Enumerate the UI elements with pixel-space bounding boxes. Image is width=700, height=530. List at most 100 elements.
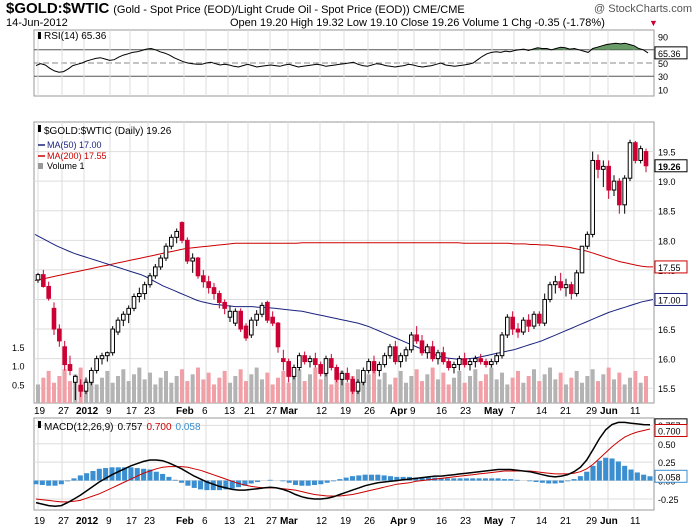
macd-histogram-bar bbox=[77, 475, 83, 481]
candle bbox=[579, 245, 585, 274]
candle bbox=[350, 376, 355, 395]
candle bbox=[329, 353, 334, 371]
last-close-tag-text: 19.26 bbox=[658, 162, 681, 172]
candle bbox=[478, 353, 483, 365]
price-x-tick: 29 bbox=[586, 406, 598, 417]
candle-body bbox=[350, 378, 355, 392]
volume-bar bbox=[457, 370, 462, 403]
macd-histogram-bar bbox=[255, 480, 261, 483]
volume-bar bbox=[318, 379, 323, 403]
price-x-tick: 9 bbox=[410, 406, 416, 417]
macd-x-tick: 21 bbox=[560, 516, 572, 527]
volume-bar bbox=[148, 372, 152, 403]
candle-body bbox=[110, 328, 115, 354]
macd-histogram-bar bbox=[210, 480, 216, 491]
volume-bar bbox=[382, 372, 387, 403]
candle bbox=[153, 263, 158, 279]
macd-x-tick: 21 bbox=[244, 516, 256, 527]
price-x-tick: Feb bbox=[176, 406, 194, 417]
candle-body bbox=[499, 334, 505, 357]
volume-bar bbox=[548, 367, 552, 403]
candle bbox=[382, 352, 387, 368]
candle-body bbox=[51, 307, 57, 330]
volume-bar bbox=[281, 370, 286, 403]
macd-x-tick: 6 bbox=[202, 516, 208, 527]
macd-histogram-bar bbox=[476, 478, 482, 481]
price-x-tick: Mar bbox=[280, 406, 298, 417]
price-x-tick: 7 bbox=[510, 406, 516, 417]
candle-body bbox=[137, 293, 142, 298]
candle-body bbox=[275, 322, 281, 348]
candle-body bbox=[617, 180, 622, 206]
candle bbox=[249, 317, 254, 338]
macd-histogram-bar bbox=[349, 476, 356, 481]
macd-histogram-bar bbox=[577, 476, 583, 481]
volume-bar bbox=[185, 381, 190, 403]
volume-bar bbox=[68, 381, 72, 403]
volume-bar bbox=[537, 381, 542, 403]
price-x-tick: 14 bbox=[536, 406, 548, 417]
rsi-last-value-text: 65.36 bbox=[658, 49, 681, 59]
macd-histogram-bar bbox=[172, 479, 178, 481]
candle-body bbox=[377, 364, 382, 371]
candle bbox=[569, 281, 574, 300]
axis-labels: 907050301065.3619.519.018.518.017.517.01… bbox=[12, 33, 688, 527]
volume-bar bbox=[484, 374, 488, 403]
macd-histogram-bar bbox=[128, 467, 134, 481]
candle bbox=[51, 302, 57, 335]
price-y-tick: 16.0 bbox=[658, 355, 676, 365]
candle-body bbox=[467, 361, 473, 366]
price-x-tick: 27 bbox=[58, 406, 70, 417]
candle-body bbox=[158, 257, 163, 268]
chart-title: $GOLD:$WTIC (Gold - Spot Price (EOD)/Lig… bbox=[6, 0, 465, 17]
candle-body bbox=[430, 346, 435, 360]
change-down-icon: ▼ bbox=[649, 18, 658, 28]
volume-bar bbox=[222, 370, 227, 403]
volume-bar bbox=[500, 372, 504, 403]
macd-histogram-bar bbox=[305, 480, 311, 486]
volume-bar bbox=[57, 376, 62, 403]
candle-body bbox=[451, 364, 457, 369]
price-x-tick: 6 bbox=[202, 406, 208, 417]
candle bbox=[110, 326, 115, 356]
candle-body bbox=[201, 275, 206, 283]
macd-x-tick: 19 bbox=[340, 516, 352, 527]
candle bbox=[563, 278, 569, 297]
volume-bar bbox=[420, 381, 424, 403]
macd-y-tick: 0.50 bbox=[658, 440, 676, 450]
volume-bar bbox=[212, 384, 216, 403]
candle bbox=[430, 340, 435, 362]
volume-bar bbox=[446, 384, 451, 403]
price-x-tick: 13 bbox=[224, 406, 236, 417]
candle bbox=[89, 367, 94, 386]
candle bbox=[403, 346, 409, 362]
candle bbox=[643, 148, 649, 173]
candle bbox=[499, 332, 505, 359]
volume-bar bbox=[153, 384, 158, 403]
candle-body bbox=[78, 384, 83, 392]
candle bbox=[190, 253, 195, 273]
candle bbox=[73, 375, 78, 401]
macd-histogram-bar bbox=[337, 479, 343, 481]
macd-histogram-bar bbox=[603, 457, 609, 481]
volume-bar bbox=[574, 370, 579, 403]
price-y-tick: 18.5 bbox=[658, 207, 676, 217]
candle-body bbox=[387, 346, 393, 357]
volume-bar bbox=[238, 369, 243, 403]
candle bbox=[574, 269, 579, 297]
macd-title-name: MACD(12,26,9) bbox=[44, 422, 113, 433]
candle bbox=[537, 311, 542, 327]
macd-histogram-bar bbox=[198, 480, 204, 490]
macd-histogram-bar bbox=[508, 479, 514, 481]
volume-bar bbox=[505, 384, 510, 403]
macd-histogram-bar bbox=[565, 480, 571, 482]
macd-histogram-bar bbox=[558, 480, 564, 483]
candle-body bbox=[222, 301, 227, 309]
macd-histogram-bar bbox=[39, 480, 45, 485]
price-x-tick: 26 bbox=[364, 406, 376, 417]
candle-body bbox=[483, 361, 489, 366]
candle bbox=[633, 140, 638, 164]
macd-histogram-bar bbox=[65, 480, 71, 482]
candle-body bbox=[169, 236, 174, 247]
candle-body bbox=[195, 257, 201, 277]
